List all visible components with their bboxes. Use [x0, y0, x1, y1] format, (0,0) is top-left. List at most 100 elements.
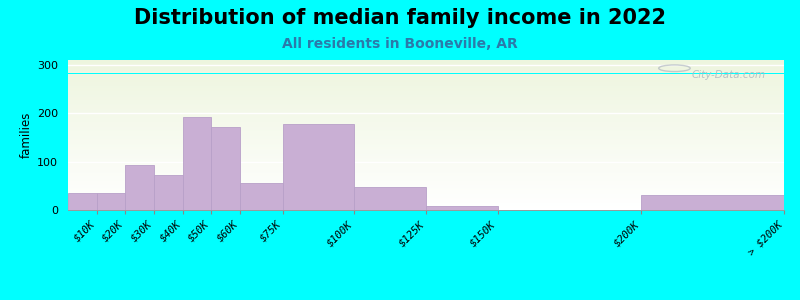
Bar [641, 196, 784, 210]
Bar [68, 141, 784, 142]
Bar [68, 72, 784, 73]
Bar [68, 169, 784, 170]
Bar [68, 123, 784, 124]
Bar [68, 110, 784, 111]
Bar [68, 136, 784, 137]
Bar [68, 118, 784, 119]
Bar [68, 145, 784, 146]
Bar [68, 98, 784, 99]
Bar [68, 132, 784, 133]
Bar [426, 206, 498, 210]
Bar [68, 158, 784, 159]
Text: Distribution of median family income in 2022: Distribution of median family income in … [134, 8, 666, 28]
Bar [68, 125, 784, 126]
Bar [68, 62, 784, 63]
Bar [68, 134, 784, 135]
Bar [68, 128, 784, 129]
Bar [182, 117, 211, 210]
Bar [68, 70, 784, 71]
Bar [68, 169, 784, 170]
Bar [68, 193, 97, 210]
Bar [68, 66, 784, 67]
Bar [68, 202, 784, 203]
Bar [68, 83, 784, 84]
Bar [68, 102, 784, 103]
Bar [68, 129, 784, 130]
Bar [68, 75, 784, 76]
Bar [68, 182, 784, 183]
Bar [68, 117, 784, 118]
Bar [68, 81, 784, 82]
Text: City-Data.com: City-Data.com [692, 70, 766, 80]
Bar [68, 193, 784, 194]
Bar [68, 122, 784, 123]
Bar [68, 90, 784, 91]
Bar [68, 191, 784, 192]
Bar [68, 175, 784, 176]
Bar [68, 60, 784, 61]
Bar [68, 196, 784, 197]
Bar [68, 79, 784, 80]
Bar [68, 156, 784, 157]
Bar [68, 69, 784, 70]
Bar [68, 78, 784, 79]
Bar [68, 124, 784, 125]
Bar [68, 153, 784, 154]
Bar [68, 97, 784, 98]
Bar [68, 96, 784, 97]
Bar [68, 95, 784, 96]
Bar [68, 204, 784, 205]
Bar [68, 172, 784, 173]
Bar [68, 168, 784, 169]
Bar [68, 88, 784, 89]
Bar [68, 85, 784, 86]
Bar [68, 80, 784, 81]
Bar [68, 101, 784, 102]
Bar [68, 198, 784, 199]
Bar [68, 206, 784, 207]
Bar [68, 87, 784, 88]
Bar [68, 100, 784, 101]
Bar [68, 207, 784, 208]
Bar [68, 74, 784, 75]
Bar [68, 205, 784, 206]
Bar [68, 119, 784, 120]
Bar [68, 186, 784, 187]
Bar [68, 112, 784, 113]
Bar [68, 157, 784, 158]
Bar [68, 164, 784, 165]
Bar [240, 183, 283, 210]
Bar [68, 203, 784, 204]
Bar [68, 200, 784, 201]
Bar [68, 173, 784, 174]
Bar [68, 104, 784, 105]
Bar [68, 187, 784, 188]
Bar [68, 146, 784, 147]
Bar [68, 111, 784, 112]
Bar [68, 194, 784, 195]
Bar [68, 99, 784, 100]
Bar [68, 103, 784, 104]
Bar [68, 120, 784, 121]
Bar [68, 181, 784, 182]
Bar [68, 82, 784, 83]
Bar [68, 107, 784, 108]
Bar [68, 86, 784, 87]
Bar [68, 77, 784, 78]
Bar [68, 160, 784, 161]
Bar [68, 133, 784, 134]
Bar [68, 209, 784, 210]
Bar [68, 159, 784, 160]
Bar [68, 180, 784, 181]
Bar [282, 124, 354, 210]
Bar [68, 177, 784, 178]
Bar [68, 82, 784, 83]
Bar [68, 189, 784, 190]
Bar [68, 138, 784, 139]
Bar [68, 68, 784, 69]
Bar [68, 183, 784, 184]
Bar [68, 143, 784, 144]
Bar [68, 144, 784, 145]
Bar [68, 73, 784, 74]
Bar [68, 155, 784, 156]
